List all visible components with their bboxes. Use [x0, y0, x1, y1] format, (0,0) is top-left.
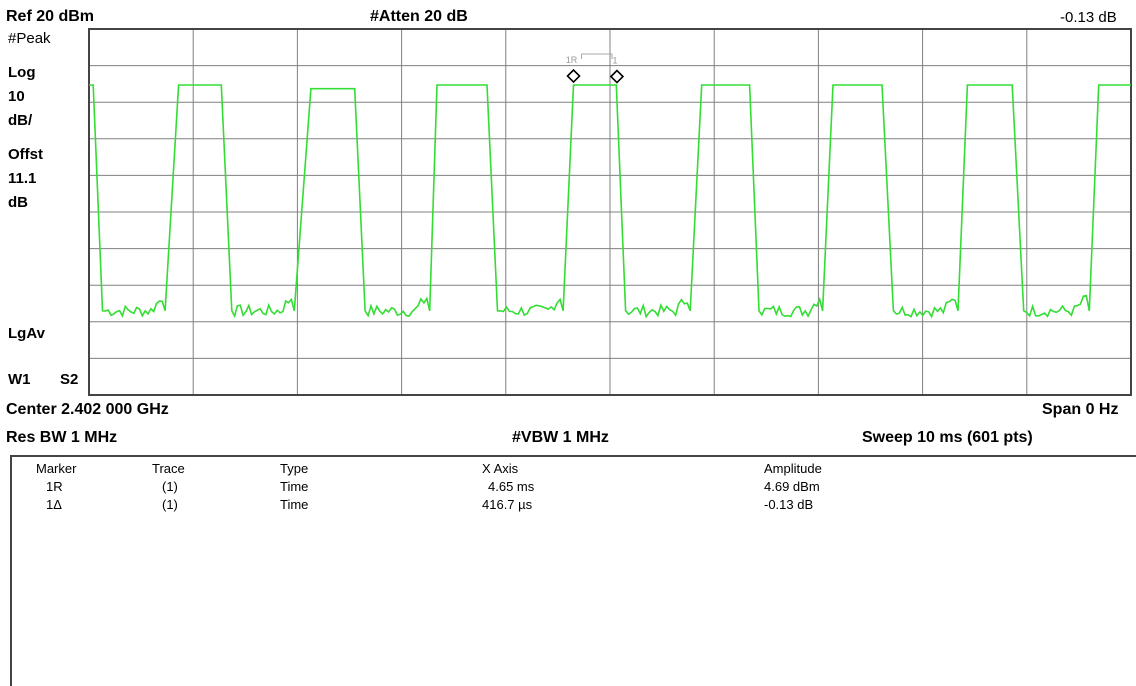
- table-row-1-trace: (1): [162, 479, 178, 494]
- marker-table: Marker Trace Type X Axis Amplitude 1R (1…: [10, 455, 1136, 686]
- scale-value-label: 10: [8, 88, 25, 105]
- table-header-trace: Trace: [152, 461, 185, 476]
- detector-label: #Peak: [8, 30, 51, 47]
- marker-1-delta-label: 1: [612, 56, 617, 66]
- scale-type-label: Log: [8, 64, 36, 81]
- video-bandwidth: #VBW 1 MHz: [512, 429, 609, 446]
- table-header-x-axis: X Axis: [482, 461, 519, 476]
- offset-unit: dB: [8, 194, 28, 211]
- offset-value: 11.1: [8, 170, 37, 187]
- table-row-2-trace: (1): [162, 497, 178, 512]
- sweep-plot[interactable]: 1R 1: [0, 0, 1136, 460]
- table-row-2-type: Time: [280, 497, 309, 512]
- scale-unit-label: dB/: [8, 112, 33, 129]
- trace-state-w1: W1: [8, 371, 31, 388]
- marker-1r-diamond[interactable]: [566, 68, 581, 84]
- center-frequency: Center 2.402 000 GHz: [6, 401, 169, 418]
- table-row-2-x-axis: 416.7 µs: [482, 497, 533, 512]
- trace-1-line: [89, 84, 1131, 319]
- sweep-time: Sweep 10 ms (601 pts): [862, 429, 1033, 446]
- trace-state-s2: S2: [60, 371, 79, 388]
- attenuation: #Atten 20 dB: [370, 8, 468, 25]
- table-row-1-x-axis: 4.65 ms: [488, 479, 535, 494]
- graticule: [89, 29, 1131, 395]
- marker-1-delta-diamond[interactable]: [609, 69, 625, 84]
- table-row-1-marker[interactable]: 1R: [46, 479, 63, 494]
- table-row-1-type: Time: [280, 479, 309, 494]
- span: Span 0 Hz: [1042, 401, 1119, 418]
- resolution-bandwidth: Res BW 1 MHz: [6, 429, 118, 446]
- table-row-2-marker[interactable]: 1Δ: [46, 497, 62, 512]
- markers[interactable]: 1R 1: [566, 53, 625, 84]
- table-row-1-amplitude: 4.69 dBm: [764, 479, 820, 494]
- marker-delta-bracket: [581, 53, 613, 59]
- averaging-label: LgAv: [8, 325, 45, 342]
- graticule-frame: [88, 28, 1132, 396]
- table-header-type: Type: [280, 461, 309, 476]
- marker-delta-readout: -0.13 dB: [1060, 9, 1117, 26]
- table-row-2-amplitude: -0.13 dB: [764, 497, 814, 512]
- table-header-amplitude: Amplitude: [764, 461, 822, 476]
- table-header-marker: Marker: [36, 461, 77, 476]
- marker-1r-label: 1R: [566, 55, 578, 65]
- offset-label: Offst: [8, 146, 43, 163]
- reference-level: Ref 20 dBm: [6, 8, 95, 25]
